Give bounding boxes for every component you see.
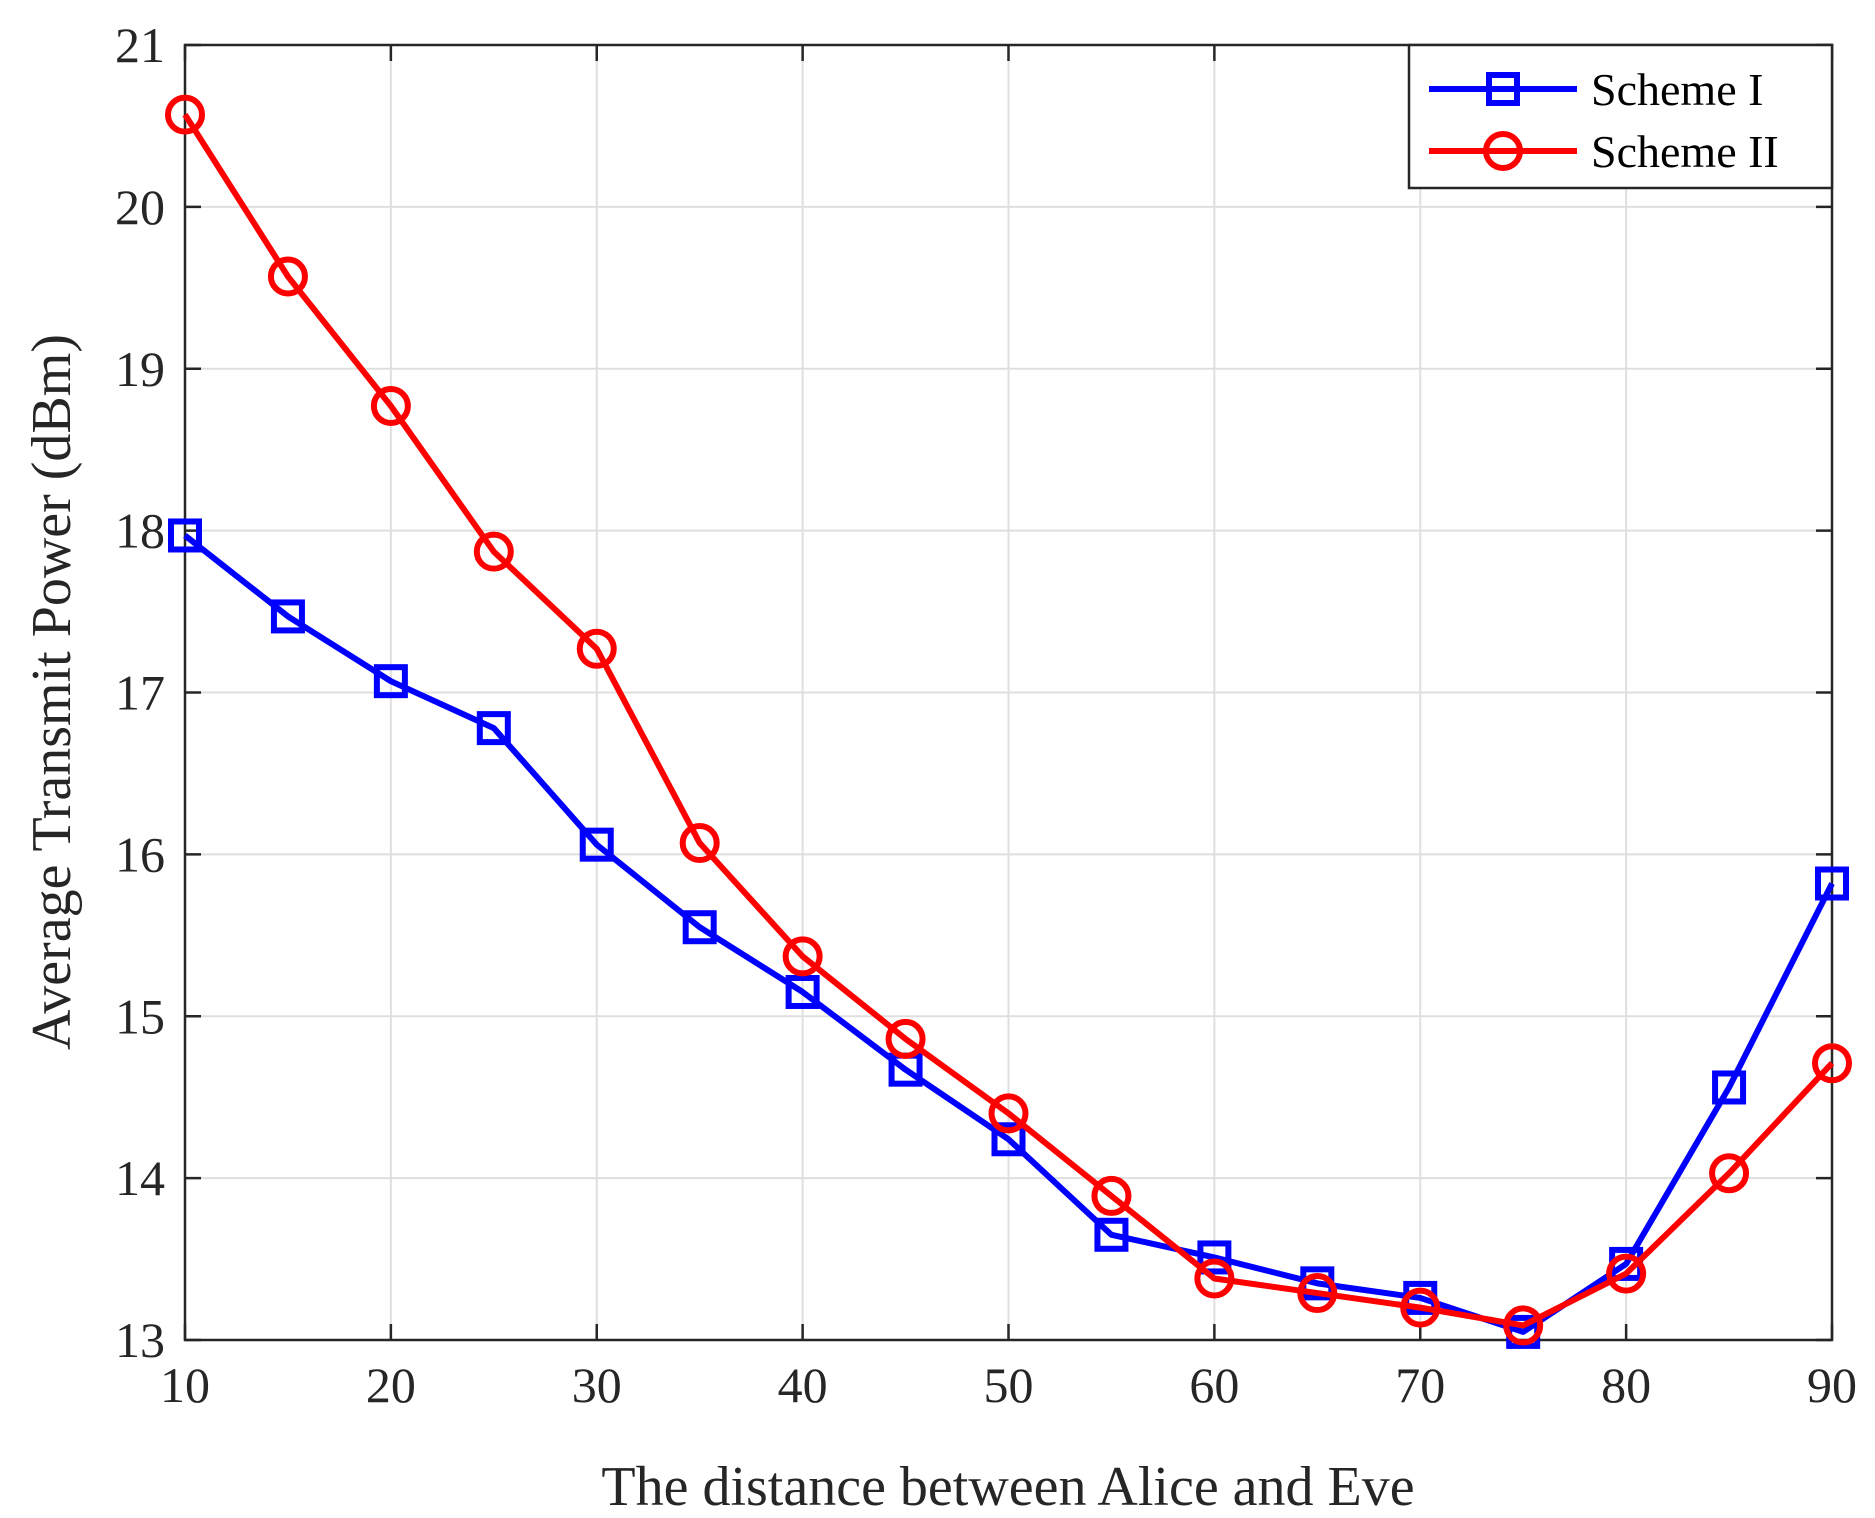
x-tick-label: 20 [366,1357,416,1413]
data-point [168,518,202,553]
data-point [1091,1175,1132,1216]
data-point [1297,1273,1338,1314]
legend-box [1407,43,1834,190]
legend-label: Scheme I [1591,64,1763,115]
legend: Scheme I Scheme II [1407,43,1834,190]
data-point [988,1093,1029,1134]
x-tick-label: 10 [160,1357,210,1413]
data-point [1709,1153,1750,1194]
y-tick-label: 15 [115,988,165,1044]
data-point [782,936,823,977]
data-point [579,827,614,862]
data-point [1094,1217,1129,1252]
data-point [991,1122,1026,1157]
data-point [576,628,617,669]
y-tick-label: 21 [115,17,165,73]
legend-item: Scheme I [1429,64,1763,115]
y-tick-label: 16 [115,826,165,882]
x-tick-label: 90 [1807,1357,1857,1413]
x-tick-label: 70 [1395,1357,1445,1413]
x-tick-labels: 10 20 30 40 50 60 70 80 90 [160,1357,1857,1413]
series-line [182,112,1835,1329]
series-2 [165,94,1852,1346]
y-tick-label: 17 [115,665,165,721]
x-tick-label: 60 [1189,1357,1239,1413]
data-point [679,823,720,864]
legend-label: Scheme II [1591,126,1779,177]
data-point [370,385,411,426]
data-point [1812,1043,1852,1084]
data-point [1712,1070,1747,1105]
x-tick-label: 50 [984,1357,1034,1413]
x-tick-label: 40 [778,1357,828,1413]
y-tick-label: 20 [115,179,165,235]
x-axis-title: The distance between Alice and Eve [601,1456,1414,1518]
data-point [373,664,408,699]
y-axis-title: Average Transmit Power (dBm) [21,334,83,1050]
series-group [165,94,1852,1349]
x-tick-label: 80 [1601,1357,1651,1413]
y-tick-label: 19 [115,341,165,397]
legend-item: Scheme II [1429,126,1779,177]
data-point [473,531,514,572]
data-point [885,1018,926,1059]
circle-marker-icon [1483,131,1523,171]
data-point [1815,866,1849,901]
square-marker-icon [1486,72,1520,106]
axes-box [183,43,1834,1342]
y-tick-label: 18 [115,503,165,559]
data-point [785,974,820,1009]
data-point [682,910,717,945]
data-point [476,711,511,746]
data-point [1197,1240,1232,1275]
data-point [270,599,305,634]
y-tick-label: 14 [115,1150,165,1206]
y-tick-label: 13 [115,1312,165,1368]
data-point [1503,1305,1544,1346]
x-tick-label: 30 [572,1357,622,1413]
data-point [1194,1258,1235,1299]
y-tick-labels: 13 14 15 16 17 18 19 20 21 [115,17,165,1368]
data-point [1400,1287,1441,1328]
data-point [1606,1253,1647,1294]
data-point [267,256,308,297]
data-point [165,94,205,135]
